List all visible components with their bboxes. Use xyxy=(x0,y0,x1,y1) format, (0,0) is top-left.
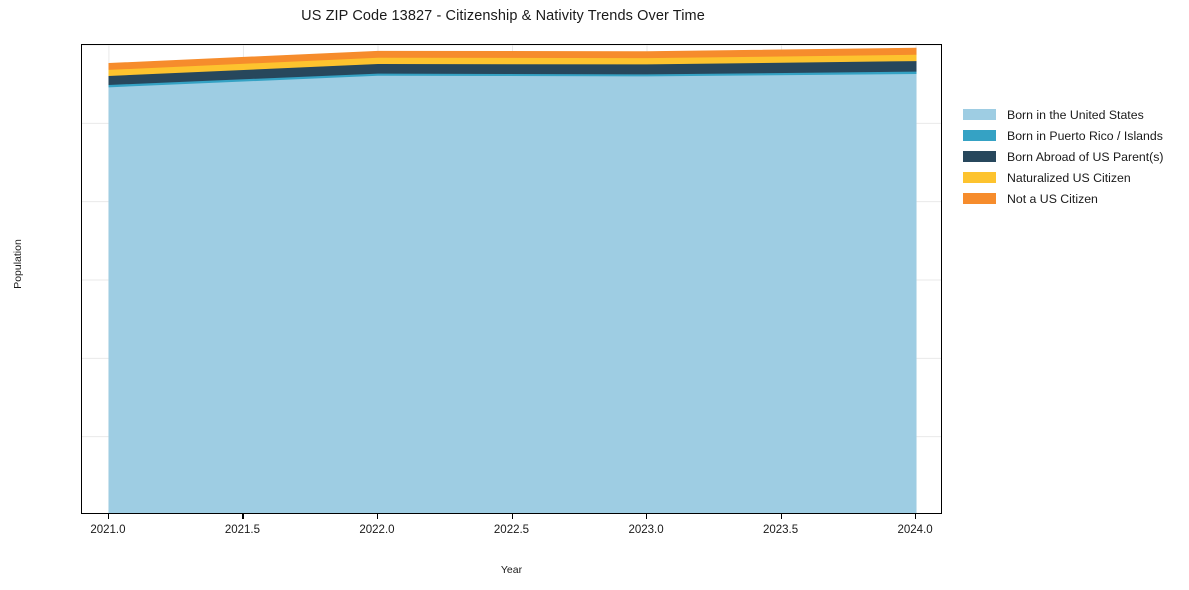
x-tick-label: 2022.0 xyxy=(359,524,395,536)
legend-item[interactable]: Born in the United States xyxy=(963,104,1189,125)
legend-item[interactable]: Born in Puerto Rico / Islands xyxy=(963,125,1189,146)
legend-color-swatch xyxy=(963,151,996,162)
x-tick-mark xyxy=(376,514,379,519)
x-tick-mark xyxy=(107,514,110,519)
x-tick-label: 2021.5 xyxy=(224,524,261,536)
x-tick-label: 2021.0 xyxy=(90,524,126,536)
legend-item[interactable]: Born Abroad of US Parent(s) xyxy=(963,146,1189,167)
legend-color-swatch xyxy=(963,172,996,183)
x-tick-label: 2023.5 xyxy=(762,524,799,536)
x-tick-mark xyxy=(511,514,513,519)
legend-item-label: Born Abroad of US Parent(s) xyxy=(1007,149,1164,164)
plot-area xyxy=(81,44,942,514)
x-tick-mark xyxy=(780,514,782,519)
area-band xyxy=(108,73,917,513)
legend-item-label: Born in Puerto Rico / Islands xyxy=(1007,128,1163,143)
chart-legend: Born in the United States Born in Puerto … xyxy=(963,104,1189,209)
legend-item-label: Born in the United States xyxy=(1007,107,1144,122)
legend-color-swatch xyxy=(963,130,996,141)
legend-item-label: Not a US Citizen xyxy=(1007,191,1098,206)
legend-color-swatch xyxy=(963,193,996,204)
x-tick-mark xyxy=(242,514,244,519)
stacked-area-series xyxy=(82,45,941,513)
x-tick-label: 2022.5 xyxy=(493,524,530,536)
legend-item[interactable]: Naturalized US Citizen xyxy=(963,167,1189,188)
legend-color-swatch xyxy=(963,109,996,120)
y-axis-label: Population xyxy=(12,239,24,289)
x-tick-mark xyxy=(646,514,648,519)
x-tick-mark xyxy=(915,514,917,519)
x-tick-label: 2024.0 xyxy=(897,524,933,536)
area-band xyxy=(108,47,917,70)
x-axis-label: Year xyxy=(500,564,523,576)
legend-item[interactable]: Not a US Citizen xyxy=(963,188,1189,209)
x-tick-label: 2023.0 xyxy=(628,524,664,536)
chart-title: US ZIP Code 13827 - Citizenship & Nativi… xyxy=(301,8,705,24)
legend-item-label: Naturalized US Citizen xyxy=(1007,170,1131,185)
